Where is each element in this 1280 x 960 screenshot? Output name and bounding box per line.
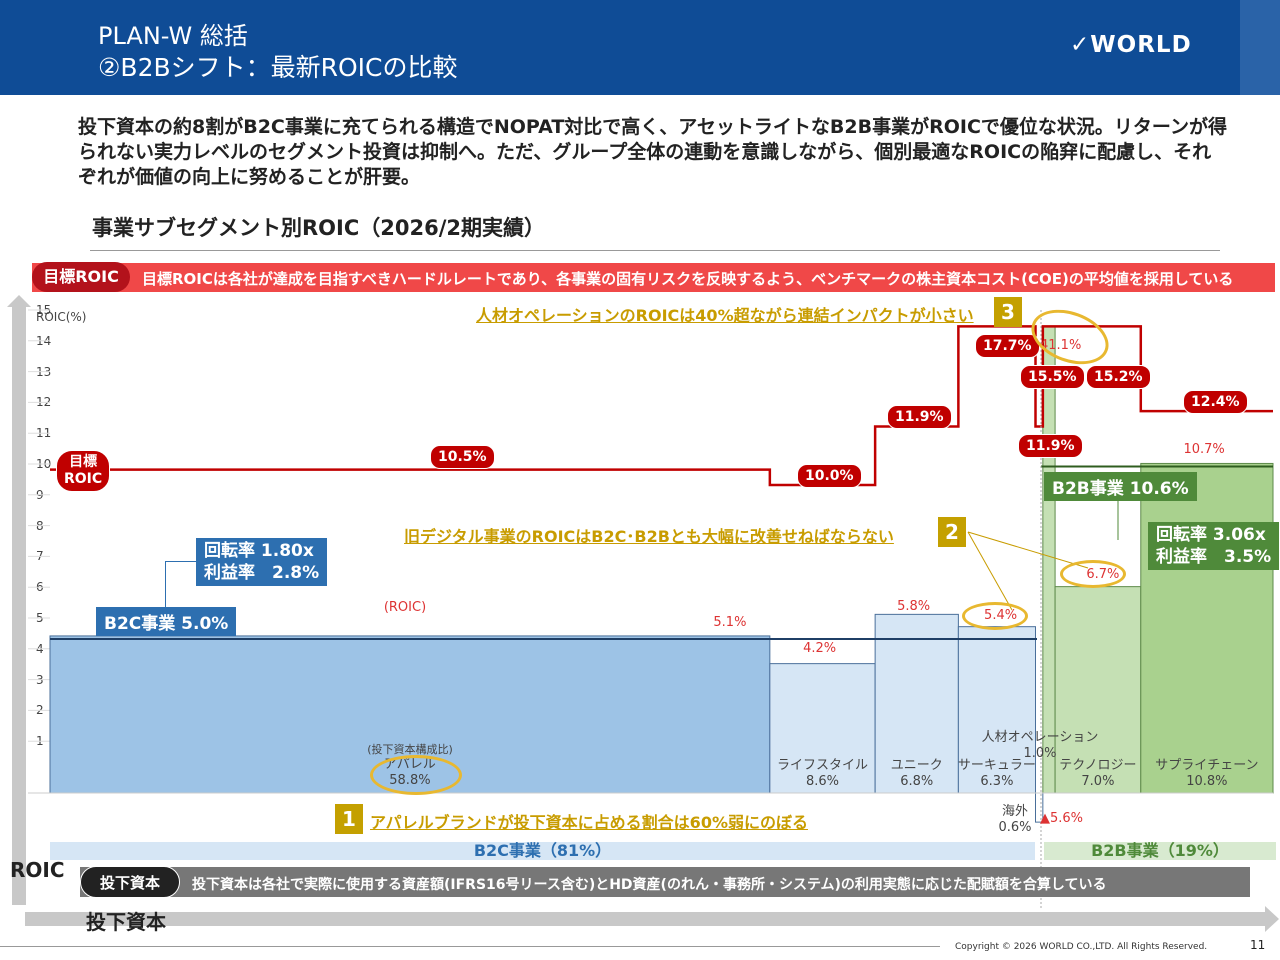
roic-label: 10.7% [1183, 442, 1225, 457]
capital-pill: 投下資本 [80, 866, 180, 898]
b2c-ratio-box: 回転率 1.80x 利益率 2.8% [196, 538, 328, 586]
highlight-apparel [370, 755, 462, 795]
bar-サプライチェーン [1140, 462, 1274, 794]
b2b-margin: 利益率 3.5% [1156, 547, 1272, 567]
capital-banner [80, 867, 1250, 897]
target-roic-pill: 11.9% [1018, 434, 1083, 458]
target-pill: 目標ROIC [32, 262, 130, 292]
y-axis-arrow [7, 295, 31, 905]
y-arrow-label: ROIC [10, 858, 65, 882]
roic-label: 41.1% [1040, 338, 1082, 353]
b2c-roic-box: B2C事業 5.0% [96, 607, 237, 636]
annotation-3-number: 3 [994, 297, 1022, 327]
segment-label: 人材オペレーション 1.0% [981, 730, 1099, 761]
target-roic-pill: 17.7% [975, 334, 1040, 358]
b2c-connector [165, 561, 197, 607]
annotation-3-text: 人材オペレーションのROICは40%超ながら連結インパクトが小さい [476, 306, 974, 325]
b2b-turnover: 回転率 3.06x [1156, 525, 1266, 545]
b2c-share-band: B2C事業（81%） [50, 842, 1035, 860]
segment-label: テクノロジー 7.0% [1059, 758, 1137, 789]
page-number: 11 [1250, 938, 1266, 952]
world-logo: ✓WORLD [1070, 32, 1192, 58]
b2b-ratio-box: 回転率 3.06x 利益率 3.5% [1148, 522, 1280, 570]
lead-text: 投下資本の約8割がB2C事業に充てられる構造でNOPAT対比で高く、アセットライ… [78, 116, 1227, 188]
annotation-2-text: 旧デジタル事業のROICはB2C･B2Bとも大幅に改善せねばならない [404, 527, 894, 546]
roic-label: 5.1% [713, 615, 747, 630]
title-line1: PLAN-W 総括 [98, 22, 248, 50]
bar-テクノロジー [1054, 586, 1142, 794]
chart-subtitle: 事業サブセグメント別ROIC（2026/2期実績） [92, 216, 545, 240]
annotation-2-number: 2 [938, 517, 966, 547]
segment-label: サーキュラー 6.3% [957, 758, 1036, 789]
x-arrow-label: 投下資本 [86, 910, 166, 934]
segment-label: ユニーク 6.8% [890, 758, 943, 789]
segment-label: ライフスタイル 8.6% [776, 758, 868, 789]
header-accent [1240, 0, 1280, 95]
annotation-2-pointer [967, 531, 1089, 569]
target-banner-text: 目標ROICは各社が達成を目指すべきハードルレートであり、各事業の固有リスクを反… [142, 270, 1234, 288]
segment-label: 海外 0.6% [998, 804, 1032, 835]
highlight-technology [1060, 560, 1126, 588]
annotation-1-text: アパレルブランドが投下資本に占める割合は60%弱にのぼる [370, 813, 808, 832]
target-banner [32, 263, 1275, 292]
capital-banner-text: 投下資本は各社で実際に使用する資産額(IFRS16号リース含む)とHD資産(のれ… [192, 877, 1107, 893]
annotation-1-number: 1 [335, 804, 363, 834]
b2c-turnover: 回転率 1.80x [204, 541, 314, 561]
b2b-share-band: B2B事業（19%） [1044, 842, 1276, 860]
roic-label: 5.8% [897, 599, 931, 614]
target-roic-pill: 11.9% [887, 405, 952, 429]
bar-ライフスタイル [769, 663, 876, 794]
footer-divider [0, 946, 940, 947]
y-unit: ROIC(%) [36, 310, 87, 324]
target-roic-pill: 15.2% [1086, 365, 1151, 389]
target-roic-pill: 10.5% [430, 445, 495, 469]
b2b-roic-box: B2B事業 10.6% [1044, 472, 1197, 501]
highlight-circular [962, 602, 1028, 630]
capital-caption: (投下資本構成比) [367, 743, 453, 756]
roic-label: ▲5.6% [1040, 811, 1084, 826]
target-roic-pill: 15.5% [1020, 365, 1085, 389]
divider [90, 250, 1220, 251]
logo-text: WORLD [1090, 32, 1192, 58]
x-axis-arrow [25, 906, 1279, 932]
target-roic-label: 目標 ROIC [56, 450, 111, 492]
target-roic-pill: 10.0% [797, 464, 862, 488]
copyright: Copyright © 2026 WORLD CO.,LTD. All Righ… [955, 942, 1208, 952]
segment-label: サプライチェーン 10.8% [1155, 758, 1259, 789]
header: PLAN-W 総括 ②B2Bシフト：最新ROICの比較 ✓WORLD [0, 0, 1280, 95]
target-roic-pill: 12.4% [1183, 390, 1248, 414]
roic-label: 4.2% [803, 641, 837, 656]
bar-ユニーク [874, 613, 959, 794]
bar-人材オペレーション [1042, 325, 1056, 794]
title-line2: ②B2Bシフト：最新ROICの比較 [98, 53, 458, 82]
annotation-2-pointer [967, 531, 1013, 611]
b2c-margin: 利益率 2.8% [204, 563, 320, 583]
roic-caption: (ROIC) [383, 600, 427, 615]
